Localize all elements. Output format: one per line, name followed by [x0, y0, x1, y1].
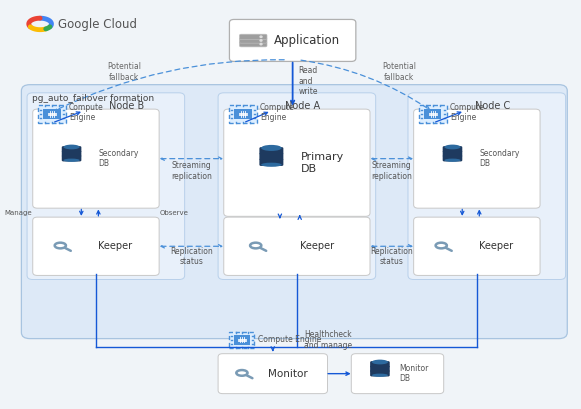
Text: Node C: Node C	[475, 101, 510, 110]
Text: Compute
Engine: Compute Engine	[69, 103, 104, 122]
FancyBboxPatch shape	[443, 146, 462, 153]
FancyBboxPatch shape	[424, 109, 442, 119]
FancyBboxPatch shape	[352, 354, 444, 393]
Ellipse shape	[444, 159, 461, 162]
Text: Compute Engine: Compute Engine	[259, 335, 322, 344]
FancyBboxPatch shape	[62, 146, 81, 153]
FancyBboxPatch shape	[62, 155, 81, 162]
Text: Compute
Engine: Compute Engine	[450, 103, 485, 122]
FancyBboxPatch shape	[234, 335, 250, 345]
Circle shape	[260, 43, 262, 45]
Ellipse shape	[63, 159, 80, 162]
Circle shape	[260, 36, 262, 38]
Text: Keeper: Keeper	[98, 241, 132, 251]
FancyBboxPatch shape	[419, 105, 447, 123]
Circle shape	[260, 40, 262, 41]
FancyBboxPatch shape	[21, 85, 567, 339]
FancyBboxPatch shape	[259, 153, 284, 160]
Text: Read
and
write: Read and write	[298, 66, 318, 96]
FancyBboxPatch shape	[443, 155, 462, 162]
Text: Potential
fallback: Potential fallback	[107, 62, 141, 82]
FancyBboxPatch shape	[370, 366, 390, 372]
FancyBboxPatch shape	[370, 361, 390, 368]
Text: Monitor
DB: Monitor DB	[399, 364, 429, 383]
FancyBboxPatch shape	[33, 109, 159, 208]
Text: Secondary
DB: Secondary DB	[98, 149, 139, 169]
Text: Primary
DB: Primary DB	[301, 152, 345, 173]
Ellipse shape	[63, 145, 80, 149]
FancyBboxPatch shape	[27, 93, 185, 279]
FancyBboxPatch shape	[229, 20, 356, 61]
Text: Monitor: Monitor	[267, 369, 307, 379]
FancyBboxPatch shape	[218, 93, 376, 279]
FancyBboxPatch shape	[62, 151, 81, 157]
Text: Application: Application	[274, 34, 340, 47]
Text: Streaming
replication: Streaming replication	[371, 161, 413, 180]
Text: pg_auto_failover formation: pg_auto_failover formation	[32, 94, 155, 103]
Ellipse shape	[372, 373, 388, 377]
FancyBboxPatch shape	[259, 147, 284, 155]
Text: Node A: Node A	[285, 101, 320, 110]
Text: Google Cloud: Google Cloud	[58, 18, 137, 31]
Text: Potential
fallback: Potential fallback	[382, 62, 416, 82]
Text: Node B: Node B	[109, 101, 144, 110]
FancyBboxPatch shape	[259, 158, 284, 166]
FancyBboxPatch shape	[235, 109, 252, 119]
Ellipse shape	[372, 360, 388, 364]
FancyBboxPatch shape	[224, 217, 370, 275]
FancyBboxPatch shape	[38, 105, 66, 123]
FancyBboxPatch shape	[229, 105, 257, 123]
FancyBboxPatch shape	[44, 109, 60, 119]
FancyBboxPatch shape	[414, 109, 540, 208]
FancyBboxPatch shape	[239, 38, 267, 43]
FancyBboxPatch shape	[224, 109, 370, 216]
Text: Secondary
DB: Secondary DB	[479, 149, 519, 169]
FancyBboxPatch shape	[408, 93, 565, 279]
FancyBboxPatch shape	[239, 34, 267, 40]
Text: Keeper: Keeper	[479, 241, 514, 251]
Text: Compute
Engine: Compute Engine	[260, 103, 295, 122]
Ellipse shape	[261, 163, 282, 167]
FancyBboxPatch shape	[443, 151, 462, 157]
FancyBboxPatch shape	[370, 370, 390, 376]
Text: Observe: Observe	[160, 210, 189, 216]
FancyBboxPatch shape	[218, 354, 328, 393]
Text: Streaming
replication: Streaming replication	[171, 161, 212, 180]
FancyBboxPatch shape	[239, 42, 267, 47]
Ellipse shape	[261, 145, 282, 151]
FancyBboxPatch shape	[229, 332, 254, 348]
Ellipse shape	[444, 145, 461, 149]
Text: Keeper: Keeper	[300, 241, 334, 251]
Text: Healthcheck
and manage: Healthcheck and manage	[304, 330, 352, 350]
FancyBboxPatch shape	[414, 217, 540, 275]
Text: Manage: Manage	[5, 210, 32, 216]
Text: Replication
status: Replication status	[371, 247, 413, 266]
Text: Replication
status: Replication status	[170, 247, 213, 266]
FancyBboxPatch shape	[33, 217, 159, 275]
